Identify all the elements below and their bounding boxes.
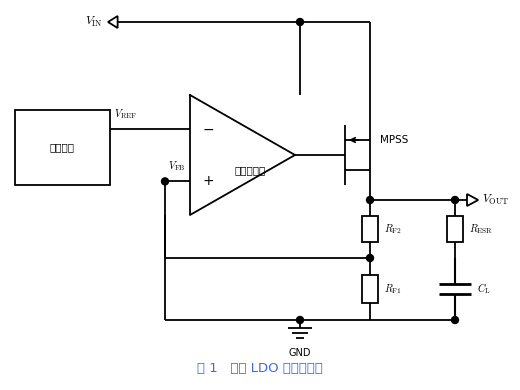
Circle shape: [162, 178, 168, 185]
Text: $V_{\rm REF}$: $V_{\rm REF}$: [114, 107, 137, 121]
Circle shape: [451, 197, 459, 204]
Text: GND: GND: [289, 348, 311, 358]
Bar: [362, 275, 378, 303]
Circle shape: [296, 317, 304, 323]
Text: 图 1   典型 LDO 的电路框图: 图 1 典型 LDO 的电路框图: [197, 362, 323, 374]
Text: $R_{\rm F1}$: $R_{\rm F1}$: [384, 282, 402, 296]
Text: 误差放大器: 误差放大器: [235, 165, 266, 175]
Text: $+$: $+$: [202, 174, 214, 188]
Text: MPSS: MPSS: [380, 135, 408, 145]
Text: $V_{\rm IN}$: $V_{\rm IN}$: [85, 15, 103, 29]
Text: $-$: $-$: [202, 122, 214, 136]
Bar: [15, 110, 110, 185]
Text: $V_{\rm FB}$: $V_{\rm FB}$: [168, 160, 186, 174]
Text: $R_{\rm F2}$: $R_{\rm F2}$: [384, 222, 402, 236]
Text: $V_{\rm OUT}$: $V_{\rm OUT}$: [482, 193, 509, 207]
Circle shape: [367, 255, 373, 262]
Text: $R_{\rm ESR}$: $R_{\rm ESR}$: [469, 222, 493, 236]
Text: $C_{\rm L}$: $C_{\rm L}$: [477, 282, 491, 296]
Bar: [362, 216, 378, 242]
Text: 基准电压: 基准电压: [50, 142, 75, 152]
Bar: [447, 216, 463, 242]
Circle shape: [451, 317, 459, 323]
Circle shape: [367, 197, 373, 204]
Circle shape: [296, 18, 304, 25]
